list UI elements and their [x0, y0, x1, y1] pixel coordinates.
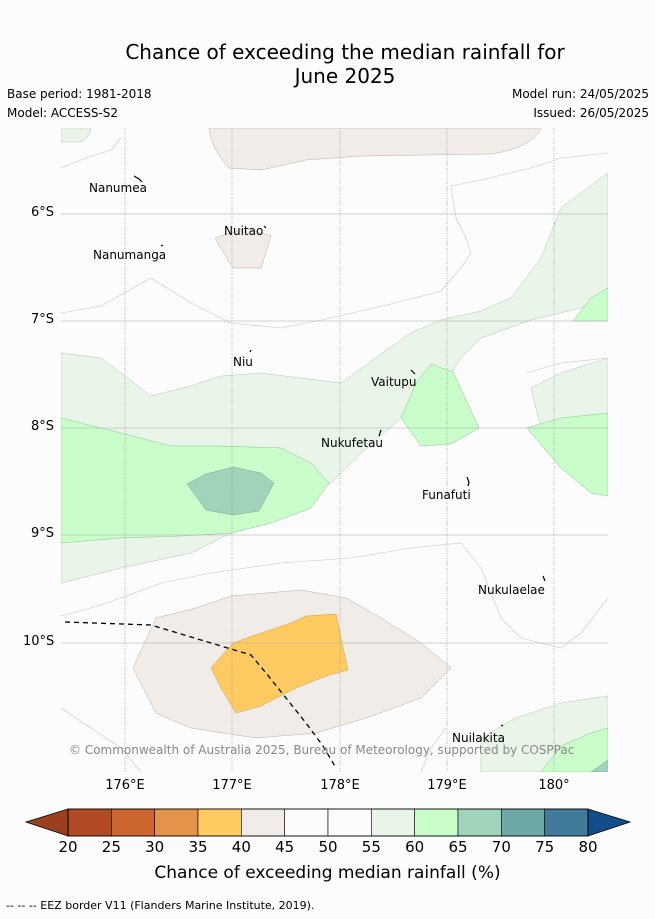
colorbar-segment: [284, 808, 329, 837]
label-funafuti: Funafuti: [422, 488, 471, 502]
island-marks: [133, 175, 546, 727]
colorbar-segment: [501, 808, 545, 837]
island-nuilakita: [500, 724, 504, 727]
lat-label-9s: 9°S: [31, 526, 55, 541]
island-nanumea: [133, 175, 143, 183]
label-nuitao: Nuitao: [224, 224, 263, 238]
colorbar-segment: [197, 808, 242, 837]
contour-50-east: [525, 357, 608, 374]
colorbar-tick-label: 50: [318, 838, 338, 856]
colorbar-tick-label: 80: [578, 838, 598, 856]
contour-50-southcentral: [420, 727, 447, 772]
colorbar-tick-label: 75: [535, 838, 555, 856]
region-55-60-northwest: [61, 128, 92, 143]
eez-border: [64, 621, 337, 769]
colorbar-segment: [67, 808, 112, 837]
map-panel: Nanumea Nuitao Nanumanga Niu Vaitupu Nuk…: [61, 128, 608, 772]
copyright-notice: © Commonwealth of Australia 2025, Bureau…: [69, 743, 574, 757]
colorbar-segment: [327, 808, 372, 837]
contour-50-southwest: [61, 707, 142, 772]
colorbar-segments: [67, 808, 589, 837]
region-65-70: [186, 466, 275, 516]
rainfall-map: Nanumea Nuitao Nanumanga Niu Vaitupu Nuk…: [61, 128, 608, 772]
label-nanumea: Nanumea: [89, 181, 147, 195]
lat-label-6s: 6°S: [31, 205, 55, 220]
colorbar-segment: [241, 808, 285, 837]
region-40-45-north: [208, 128, 542, 171]
colorbar-tick-label: 20: [58, 838, 78, 856]
island-nuitao: [263, 225, 267, 229]
base-period: Base period: 1981-2018: [7, 87, 152, 101]
colorbar: [24, 808, 632, 837]
region-60-65-vaitupu: [400, 363, 480, 447]
title-line-2: June 2025: [294, 64, 396, 88]
colorbar-low-arrow: [24, 808, 69, 837]
island-nukulaelae: [542, 575, 546, 582]
region-35-40: [210, 613, 349, 714]
contour-50-northwest: [61, 137, 122, 169]
colorbar-tick-label: 25: [101, 838, 121, 856]
region-40-45-island: [214, 227, 272, 269]
label-vaitupu: Vaitupu: [371, 375, 417, 389]
colorbar-tick-label: 65: [448, 838, 468, 856]
label-nukulaelae: Nukulaelae: [478, 583, 545, 597]
label-nukufetau: Nukufetau: [321, 436, 383, 450]
map-title: Chance of exceeding the median rainfall …: [0, 40, 655, 88]
colorbar-segment: [414, 808, 459, 837]
lon-label-180: 180°: [538, 778, 570, 793]
label-nuilakita: Nuilakita: [452, 731, 505, 745]
latitude-gridlines: [61, 213, 608, 644]
contour-50-north: [61, 152, 608, 329]
colorbar-tick-label: 70: [491, 838, 511, 856]
lon-label-177e: 177°E: [212, 778, 252, 793]
island-vaitupu: [410, 369, 416, 375]
place-labels: Nanumea Nuitao Nanumanga Niu Vaitupu Nuk…: [89, 181, 545, 745]
colorbar-tick-label: 40: [231, 838, 251, 856]
colorbar-title: Chance of exceeding median rainfall (%): [154, 863, 501, 883]
lon-label-176e: 176°E: [105, 778, 145, 793]
eez-legend: -- -- -- EEZ border V11 (Flanders Marine…: [6, 899, 315, 912]
contour-50-south: [61, 542, 608, 649]
colorbar-tick-label: 60: [405, 838, 425, 856]
island-nanumanga: [160, 244, 164, 247]
lat-label-7s: 7°S: [31, 312, 55, 327]
colorbar-frame: [67, 808, 589, 837]
colorbar-segment: [154, 808, 199, 837]
colorbar-tick-label: 35: [188, 838, 208, 856]
region-65-70-corner: [590, 759, 608, 772]
region-60-65-east: [526, 412, 608, 497]
colorbar-segment: [457, 808, 502, 837]
lat-label-8s: 8°S: [31, 419, 55, 434]
colorbar-high-arrow: [587, 808, 632, 837]
label-nanumanga: Nanumanga: [93, 248, 166, 262]
lon-label-178e: 178°E: [320, 778, 360, 793]
model-name: Model: ACCESS-S2: [7, 106, 119, 120]
colorbar-tick-label: 45: [275, 838, 295, 856]
title-line-1: Chance of exceeding the median rainfall …: [125, 40, 565, 64]
region-60-65-southeast: [540, 727, 608, 772]
label-niu: Niu: [233, 355, 253, 369]
island-nukufetau: [378, 429, 382, 437]
model-run: Model run: 24/05/2025: [511, 87, 649, 101]
island-niu: [249, 349, 252, 353]
colorbar-tick-label: 55: [361, 838, 381, 856]
colorbar-segment: [111, 808, 155, 837]
lon-label-179e: 179°E: [427, 778, 467, 793]
colorbar-segment: [544, 808, 589, 837]
island-funafuti: [466, 476, 470, 487]
colorbar-tick-label: 30: [145, 838, 165, 856]
colorbar-segment: [371, 808, 415, 837]
lat-label-10s: 10°S: [23, 634, 55, 649]
issued-date: Issued: 26/05/2025: [533, 106, 649, 120]
